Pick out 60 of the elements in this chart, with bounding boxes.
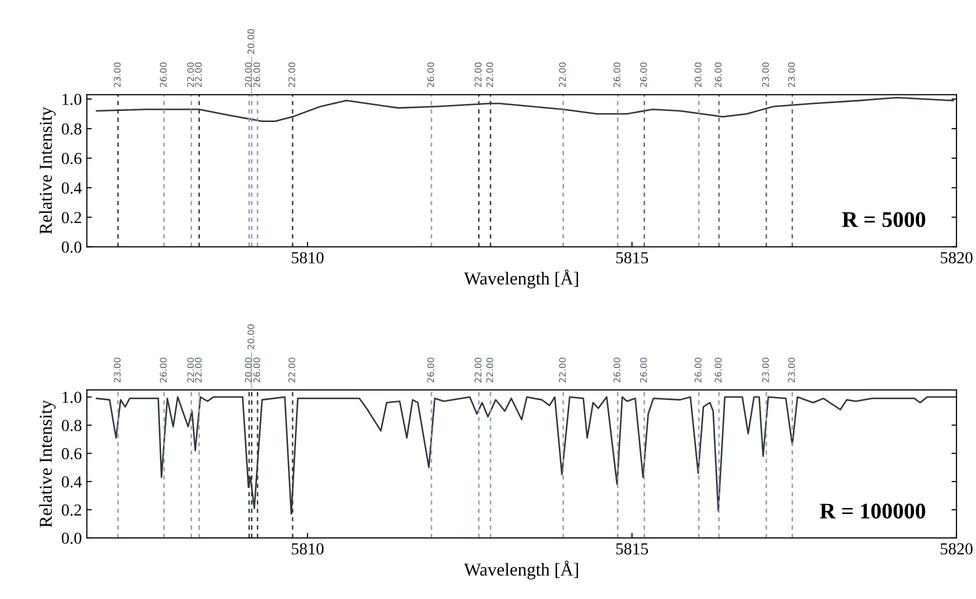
annotation: 22.00 xyxy=(558,62,566,88)
y-tick-label: 0.0 xyxy=(62,241,82,253)
y-tick-label: 0.6 xyxy=(62,152,82,164)
annotation: 26.00 xyxy=(714,62,722,88)
y-axis-title: Relative Intensity xyxy=(39,400,56,528)
annotation: 22.00 xyxy=(194,62,202,88)
y-tick-label: 0.4 xyxy=(62,182,82,194)
annotation: 22.00 xyxy=(486,62,494,88)
y-tick-label: 1.0 xyxy=(62,94,82,106)
y-tick-label: 0.2 xyxy=(62,504,82,516)
annotation: R = 100000 xyxy=(820,504,926,519)
annotation: 23.00 xyxy=(788,62,795,88)
annotation: 23.00 xyxy=(762,62,769,88)
annotation: 22.00 xyxy=(474,62,482,88)
y-tick-label: 1.0 xyxy=(62,392,82,404)
annotation: 20.00 xyxy=(694,62,702,88)
x-tick-label: 5820 xyxy=(940,252,973,264)
annotation: 20.00 xyxy=(247,29,254,54)
x-axis-title: Wavelength [Å] xyxy=(464,270,578,288)
annotation: 20.00 xyxy=(244,62,252,88)
annotation: 22.00 xyxy=(486,358,494,382)
y-tick-label: 0.4 xyxy=(62,476,82,488)
annotation: 26.00 xyxy=(253,358,260,382)
x-tick-label: 5810 xyxy=(292,543,324,554)
x-axis-title: Wavelength [Å] xyxy=(464,560,578,580)
annotation: 26.00 xyxy=(694,358,702,382)
annotation: 26.00 xyxy=(160,62,167,88)
x-tick-label: 5815 xyxy=(616,543,648,554)
annotation: 23.00 xyxy=(788,358,795,382)
y-tick-label: 0.6 xyxy=(62,448,82,460)
x-tick-label: 5820 xyxy=(940,543,973,554)
y-tick-label: 0.0 xyxy=(62,532,82,544)
annotation: 23.00 xyxy=(114,358,121,382)
x-tick-label: 5815 xyxy=(616,252,648,264)
annotation: 26.00 xyxy=(427,358,434,382)
annotation: 26.00 xyxy=(614,358,620,382)
annotation: 26.00 xyxy=(714,358,722,382)
annotation: 20.00 xyxy=(244,358,252,382)
annotation: 23.00 xyxy=(762,358,769,382)
annotation: 22.00 xyxy=(474,358,482,382)
y-axis-title: Relative Intensity xyxy=(39,106,56,234)
annotation: 26.00 xyxy=(614,62,620,88)
annotation: 26.00 xyxy=(640,358,647,382)
annotation: 26.00 xyxy=(640,62,647,88)
annotation: 26.00 xyxy=(160,358,167,382)
annotation: 22.00 xyxy=(288,62,296,88)
y-tick-label: 0.8 xyxy=(62,420,82,432)
annotation: 22.00 xyxy=(558,358,566,382)
annotation: 20.00 xyxy=(247,324,254,350)
annotation: 26.00 xyxy=(253,62,260,88)
annotation: 22.00 xyxy=(194,358,202,382)
annotation: 23.00 xyxy=(114,62,121,88)
x-tick-label: 5810 xyxy=(292,252,324,264)
y-tick-label: 0.8 xyxy=(62,123,82,135)
annotation: 22.00 xyxy=(288,358,296,382)
annotation: R = 5000 xyxy=(842,212,926,228)
annotation: 26.00 xyxy=(427,62,434,88)
annotation: 22.00 xyxy=(187,358,194,382)
annotation: 22.00 xyxy=(187,62,194,88)
y-tick-label: 0.2 xyxy=(62,212,82,224)
